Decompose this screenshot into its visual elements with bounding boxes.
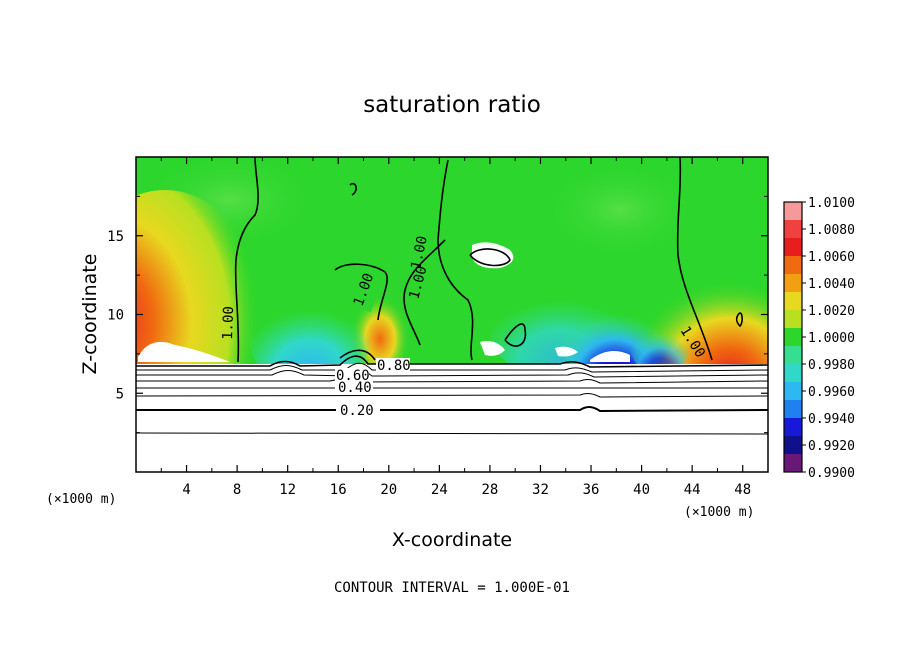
- y-axis-label: Z-coordinate: [79, 254, 101, 375]
- colorbar-swatch: [784, 220, 802, 239]
- colorbar-label: 1.0080: [808, 223, 855, 238]
- contour-line-q: [136, 406, 769, 413]
- x-tick-label: 32: [532, 482, 549, 498]
- colorbar-swatch: [784, 310, 802, 329]
- contour-line-j: [339, 349, 376, 361]
- contour-line-r: [135, 432, 769, 435]
- colorbar-swatch: [784, 382, 802, 401]
- x-tick-label: 12: [279, 482, 296, 498]
- contour-interval-note: CONTOUR INTERVAL = 1.000E-01: [334, 580, 570, 596]
- contour-line-a: [234, 156, 259, 363]
- contour-label-6: 0.80: [377, 358, 411, 374]
- colorbar-swatch: [784, 238, 802, 257]
- x-unit-left: (×1000 m): [46, 492, 116, 507]
- y-axis: 5 10 15: [107, 195, 768, 434]
- colorbar-swatch: [784, 418, 802, 437]
- field-void-lower: [480, 341, 505, 356]
- y-tick-label: 15: [107, 229, 124, 245]
- contour-line-l: [136, 362, 769, 373]
- field-void-left: [138, 341, 230, 362]
- colorbar-label: 0.9960: [808, 385, 855, 400]
- colorbar-label: 0.9940: [808, 412, 855, 427]
- colorbar-label: 0.9920: [808, 439, 855, 454]
- x-tick-label: 44: [684, 482, 701, 498]
- x-tick-label: 40: [633, 482, 650, 498]
- x-tick-label: 24: [431, 482, 448, 498]
- field-patch-warm-left: [136, 190, 260, 364]
- x-tick-label: 36: [583, 482, 600, 498]
- x-unit-right: (×1000 m): [684, 505, 754, 520]
- contour-line-k: [136, 355, 769, 368]
- colorbar-swatch: [784, 274, 802, 293]
- colorbar-label: 0.9900: [808, 466, 855, 481]
- contour-label-9: 0.20: [340, 403, 374, 419]
- y-tick-label: 10: [107, 308, 124, 324]
- contour-line-b: [437, 159, 474, 361]
- colorbar-label: 1.0060: [808, 250, 855, 265]
- contour-label-3: 1.00: [408, 235, 431, 271]
- x-axis-label: X-coordinate: [392, 529, 512, 551]
- field-patch-cyan-1: [250, 290, 370, 364]
- x-tick-label: 8: [233, 482, 241, 498]
- contour-label-bg: [338, 281, 378, 313]
- colorbar-swatch: [784, 436, 802, 455]
- contour-label-bg-020: [336, 403, 380, 417]
- contour-line-p: [135, 393, 769, 398]
- contour-line-g: [469, 248, 511, 267]
- x-tick-label: 20: [380, 482, 397, 498]
- y-tick-label: 5: [116, 386, 124, 402]
- colorbar-label: 1.0000: [808, 331, 855, 346]
- colorbar-label: 1.0020: [808, 304, 855, 319]
- x-tick-label: 48: [734, 482, 751, 498]
- contour-line-f: [504, 323, 527, 347]
- colorbar-label: 1.0040: [808, 277, 855, 292]
- x-tick-label: 28: [481, 482, 498, 498]
- x-axis: 4 8 12 16 20 24 28 32 36 40 44 48: [160, 157, 751, 498]
- colorbar-swatch: [784, 454, 802, 473]
- x-tick-label: 16: [330, 482, 347, 498]
- colorbar: 1.0100 1.0080 1.0060 1.0040 1.0020 1.0000 0.99…: [783, 196, 855, 481]
- colorbar-swatch: [784, 292, 802, 311]
- colorbar-swatch: [784, 364, 802, 383]
- chart-title: saturation ratio: [363, 92, 541, 118]
- colorbar-swatch: [784, 328, 802, 347]
- contour-line-h: [349, 182, 357, 196]
- colorbar-swatch: [784, 256, 802, 275]
- contour-label-bg-040: [335, 380, 373, 394]
- x-tick-label: 4: [182, 482, 190, 498]
- contour-line-d: [334, 263, 388, 321]
- field-void-small: [555, 346, 578, 357]
- contours-upper: [234, 156, 743, 363]
- field-patch-blue-2: [630, 315, 690, 364]
- colorbar-swatch: [784, 202, 802, 221]
- colorbar-swatch: [784, 346, 802, 365]
- contour-labels: 1.00 1.00 1.00 1.00 1.00 0.80 0.60 0.40 …: [220, 235, 708, 419]
- field-void-right: [590, 351, 630, 362]
- contour-line-e: [676, 156, 713, 361]
- colorbar-label: 0.9980: [808, 358, 855, 373]
- contour-line-c: [403, 239, 446, 346]
- colorbar-label: 1.0100: [808, 196, 855, 211]
- colorbar-swatch: [784, 400, 802, 419]
- saturation-field: [136, 157, 768, 364]
- contour-label-bg-060: [335, 368, 369, 382]
- field-patch-lime-2: [540, 160, 700, 260]
- contour-label-8: 0.40: [338, 380, 372, 396]
- contour-label-4: 1.00: [220, 306, 237, 340]
- contour-line-i: [735, 312, 743, 328]
- contour-label-bg-080: [376, 358, 410, 372]
